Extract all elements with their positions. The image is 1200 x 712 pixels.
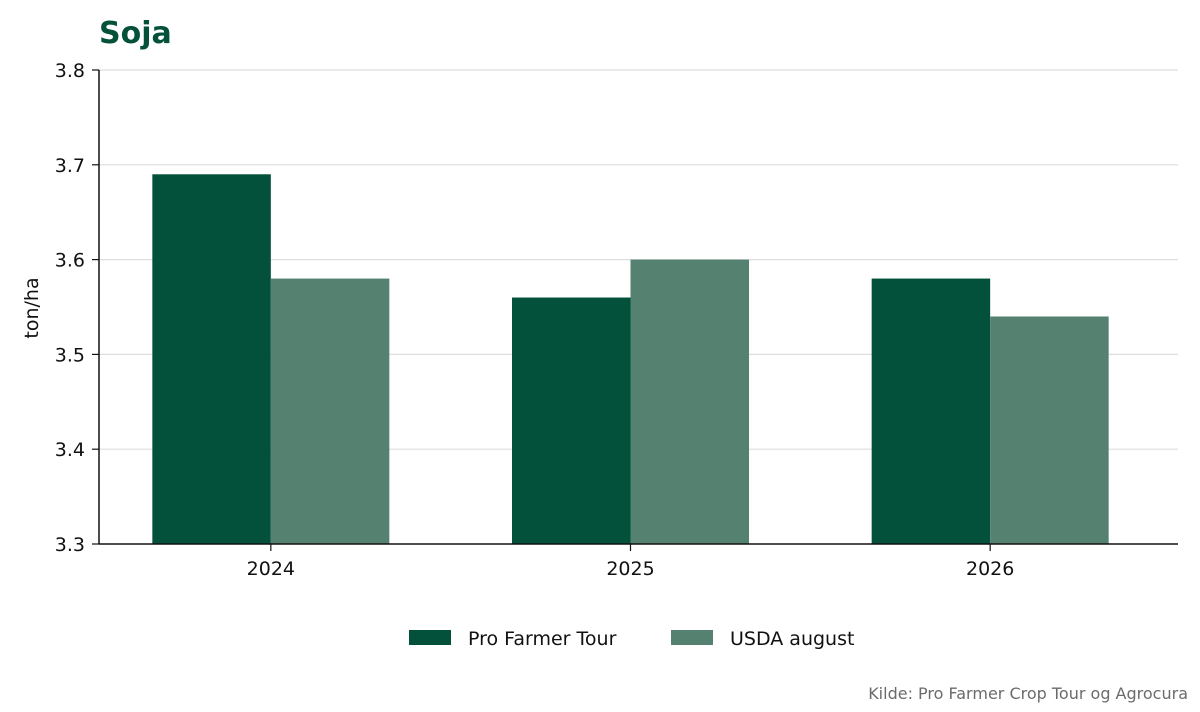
x-tick-label: 2025	[606, 558, 654, 580]
legend-label: Pro Farmer Tour	[468, 628, 617, 650]
y-tick-label: 3.7	[55, 155, 85, 177]
bar	[152, 174, 271, 544]
legend-swatch	[409, 630, 451, 645]
axes	[98, 70, 1178, 545]
y-tick-label: 3.3	[55, 534, 85, 556]
x-tick-label: 2026	[966, 558, 1014, 580]
chart-title: Soja	[99, 16, 172, 51]
y-tick-label: 3.8	[55, 60, 85, 82]
y-axis-label: ton/ha	[21, 277, 43, 338]
legend-label: USDA august	[730, 628, 854, 650]
y-tick-label: 3.6	[55, 250, 85, 272]
y-axis-ticks: 3.3 3.4 3.5 3.6 3.7 3.8	[55, 60, 99, 556]
legend-swatch	[671, 630, 713, 645]
legend-item: Pro Farmer Tour	[409, 628, 617, 650]
bar	[630, 259, 749, 544]
legend: Pro Farmer Tour USDA august	[409, 628, 854, 650]
legend-item: USDA august	[671, 628, 854, 650]
source-note: Kilde: Pro Farmer Crop Tour og Agrocura	[868, 684, 1188, 703]
y-tick-label: 3.4	[55, 439, 85, 461]
y-tick-label: 3.5	[55, 344, 85, 366]
x-tick-label: 2024	[247, 558, 295, 580]
bars	[152, 174, 1109, 544]
bar	[990, 316, 1109, 544]
bar	[270, 278, 390, 544]
bar	[512, 297, 631, 544]
bar	[871, 278, 991, 544]
x-axis-ticks: 2024 2025 2026	[247, 544, 1014, 580]
